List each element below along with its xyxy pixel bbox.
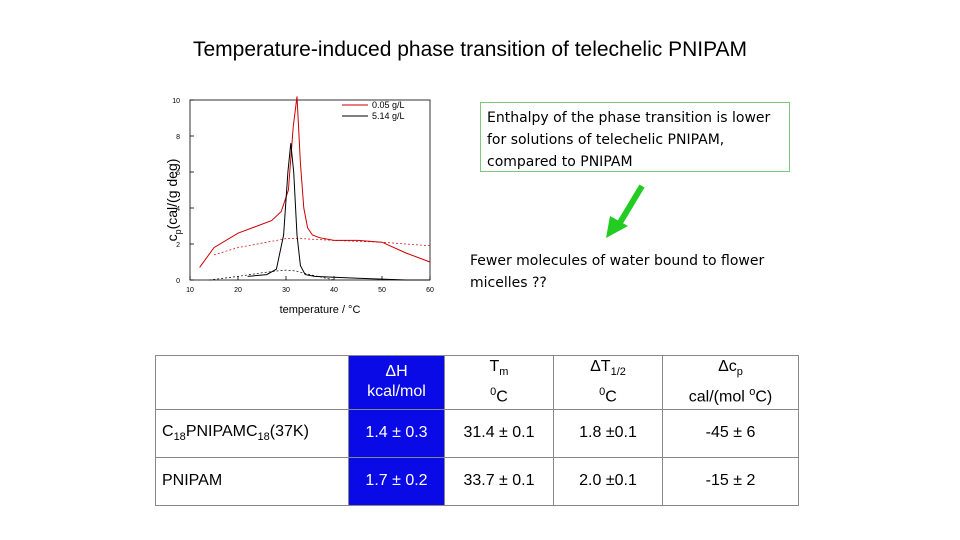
tm-sup: 0 [490, 386, 497, 399]
dt-sub: 1/2 [610, 366, 626, 379]
series-line [247, 143, 430, 281]
tm-label: T [489, 358, 500, 375]
row-name-cell: C18PNIPAMC18(37K) [155, 408, 349, 458]
tm-unit: C [496, 388, 508, 406]
tm-sub: m [499, 366, 509, 379]
legend-label: 0.05 g/L [372, 100, 405, 110]
y-tick-label: 4 [176, 206, 180, 213]
y-tick-label: 10 [172, 98, 180, 105]
delta-symbol: Δ [718, 358, 729, 375]
dh-label: H [396, 363, 408, 381]
down-arrow-icon [606, 184, 645, 238]
header-dt-cell: ΔT1/2 0C [553, 355, 663, 410]
header-dh-cell: ΔH kcal/mol [348, 355, 445, 410]
dh-value: 1.4 ± 0.3 [348, 408, 445, 458]
dcp-unit-b: C) [755, 388, 773, 406]
legend-label: 5.14 g/L [372, 111, 405, 121]
dh-unit: kcal/mol [367, 383, 426, 401]
delta-symbol: Δ [385, 363, 397, 381]
dsc-chart: 10 20 30 40 50 60 0 2 4 6 8 10 temperature / °C cp(ca… [164, 96, 434, 316]
y-tick-label: 8 [176, 134, 180, 141]
chart-legend: 0.05 g/L5.14 g/L [342, 100, 405, 121]
dt-value: 1.8 ±0.1 [553, 408, 663, 458]
y-tick-label: 6 [176, 170, 180, 177]
chart-axes: 10 20 30 40 50 60 0 2 4 6 8 10 temperature / °C cp(ca… [164, 98, 434, 316]
dt-label: T [600, 358, 611, 375]
x-tick-label: 40 [330, 287, 338, 294]
table-row: PNIPAM 1.7 ± 0.2 33.7 ± 0.1 2.0 ±0.1 -15… [155, 456, 799, 506]
y-tick-label: 0 [176, 278, 180, 285]
x-tick-label: 10 [186, 287, 194, 294]
water-note: Fewer molecules of water bound to flower… [470, 253, 765, 291]
plot-frame [189, 99, 431, 281]
dcp-label: c [728, 358, 737, 375]
dt-sup: 0 [599, 386, 606, 399]
dcp-sup: o [749, 386, 756, 399]
tm-value: 31.4 ± 0.1 [444, 408, 554, 458]
dcp-unit-a: cal/(mol [688, 388, 750, 406]
x-tick-label: 60 [426, 287, 434, 294]
dt-unit: C [605, 388, 617, 406]
slide-title: Temperature-induced phase transition of … [192, 38, 748, 61]
delta-symbol: Δ [590, 358, 601, 375]
x-axis-label: temperature / °C [280, 304, 361, 316]
thermodynamics-table: ΔH kcal/mol Tm 0C ΔT1/2 0C Δcp cal/(mol … [155, 355, 799, 506]
table-header-row: ΔH kcal/mol Tm 0C ΔT1/2 0C Δcp cal/(mol … [155, 355, 799, 410]
enthalpy-callout: Enthalpy of the phase transition is lowe… [480, 102, 790, 172]
dh-value: 1.7 ± 0.2 [348, 456, 445, 506]
series-line [209, 269, 335, 281]
chart-series [199, 96, 431, 281]
table-row: C18PNIPAMC18(37K) 1.4 ± 0.3 31.4 ± 0.1 1… [155, 408, 799, 458]
y-tick-label: 2 [176, 242, 180, 249]
series-line [199, 96, 431, 268]
header-dcp-cell: Δcp cal/(mol oC) [662, 355, 799, 410]
dcp-value: -45 ± 6 [662, 408, 799, 458]
header-tm-cell: Tm 0C [444, 355, 554, 410]
series-line [213, 238, 431, 256]
x-tick-label: 20 [234, 287, 242, 294]
tm-value: 33.7 ± 0.1 [444, 456, 554, 506]
dcp-sub: p [736, 366, 743, 379]
dcp-value: -15 ± 2 [662, 456, 799, 506]
row-name-cell: PNIPAM [155, 456, 349, 506]
header-empty-cell [155, 355, 349, 410]
dt-value: 2.0 ±0.1 [553, 456, 663, 506]
x-tick-label: 50 [378, 287, 386, 294]
x-tick-label: 30 [282, 287, 290, 294]
y-axis-label: cp(cal/(g deg) [164, 159, 183, 242]
